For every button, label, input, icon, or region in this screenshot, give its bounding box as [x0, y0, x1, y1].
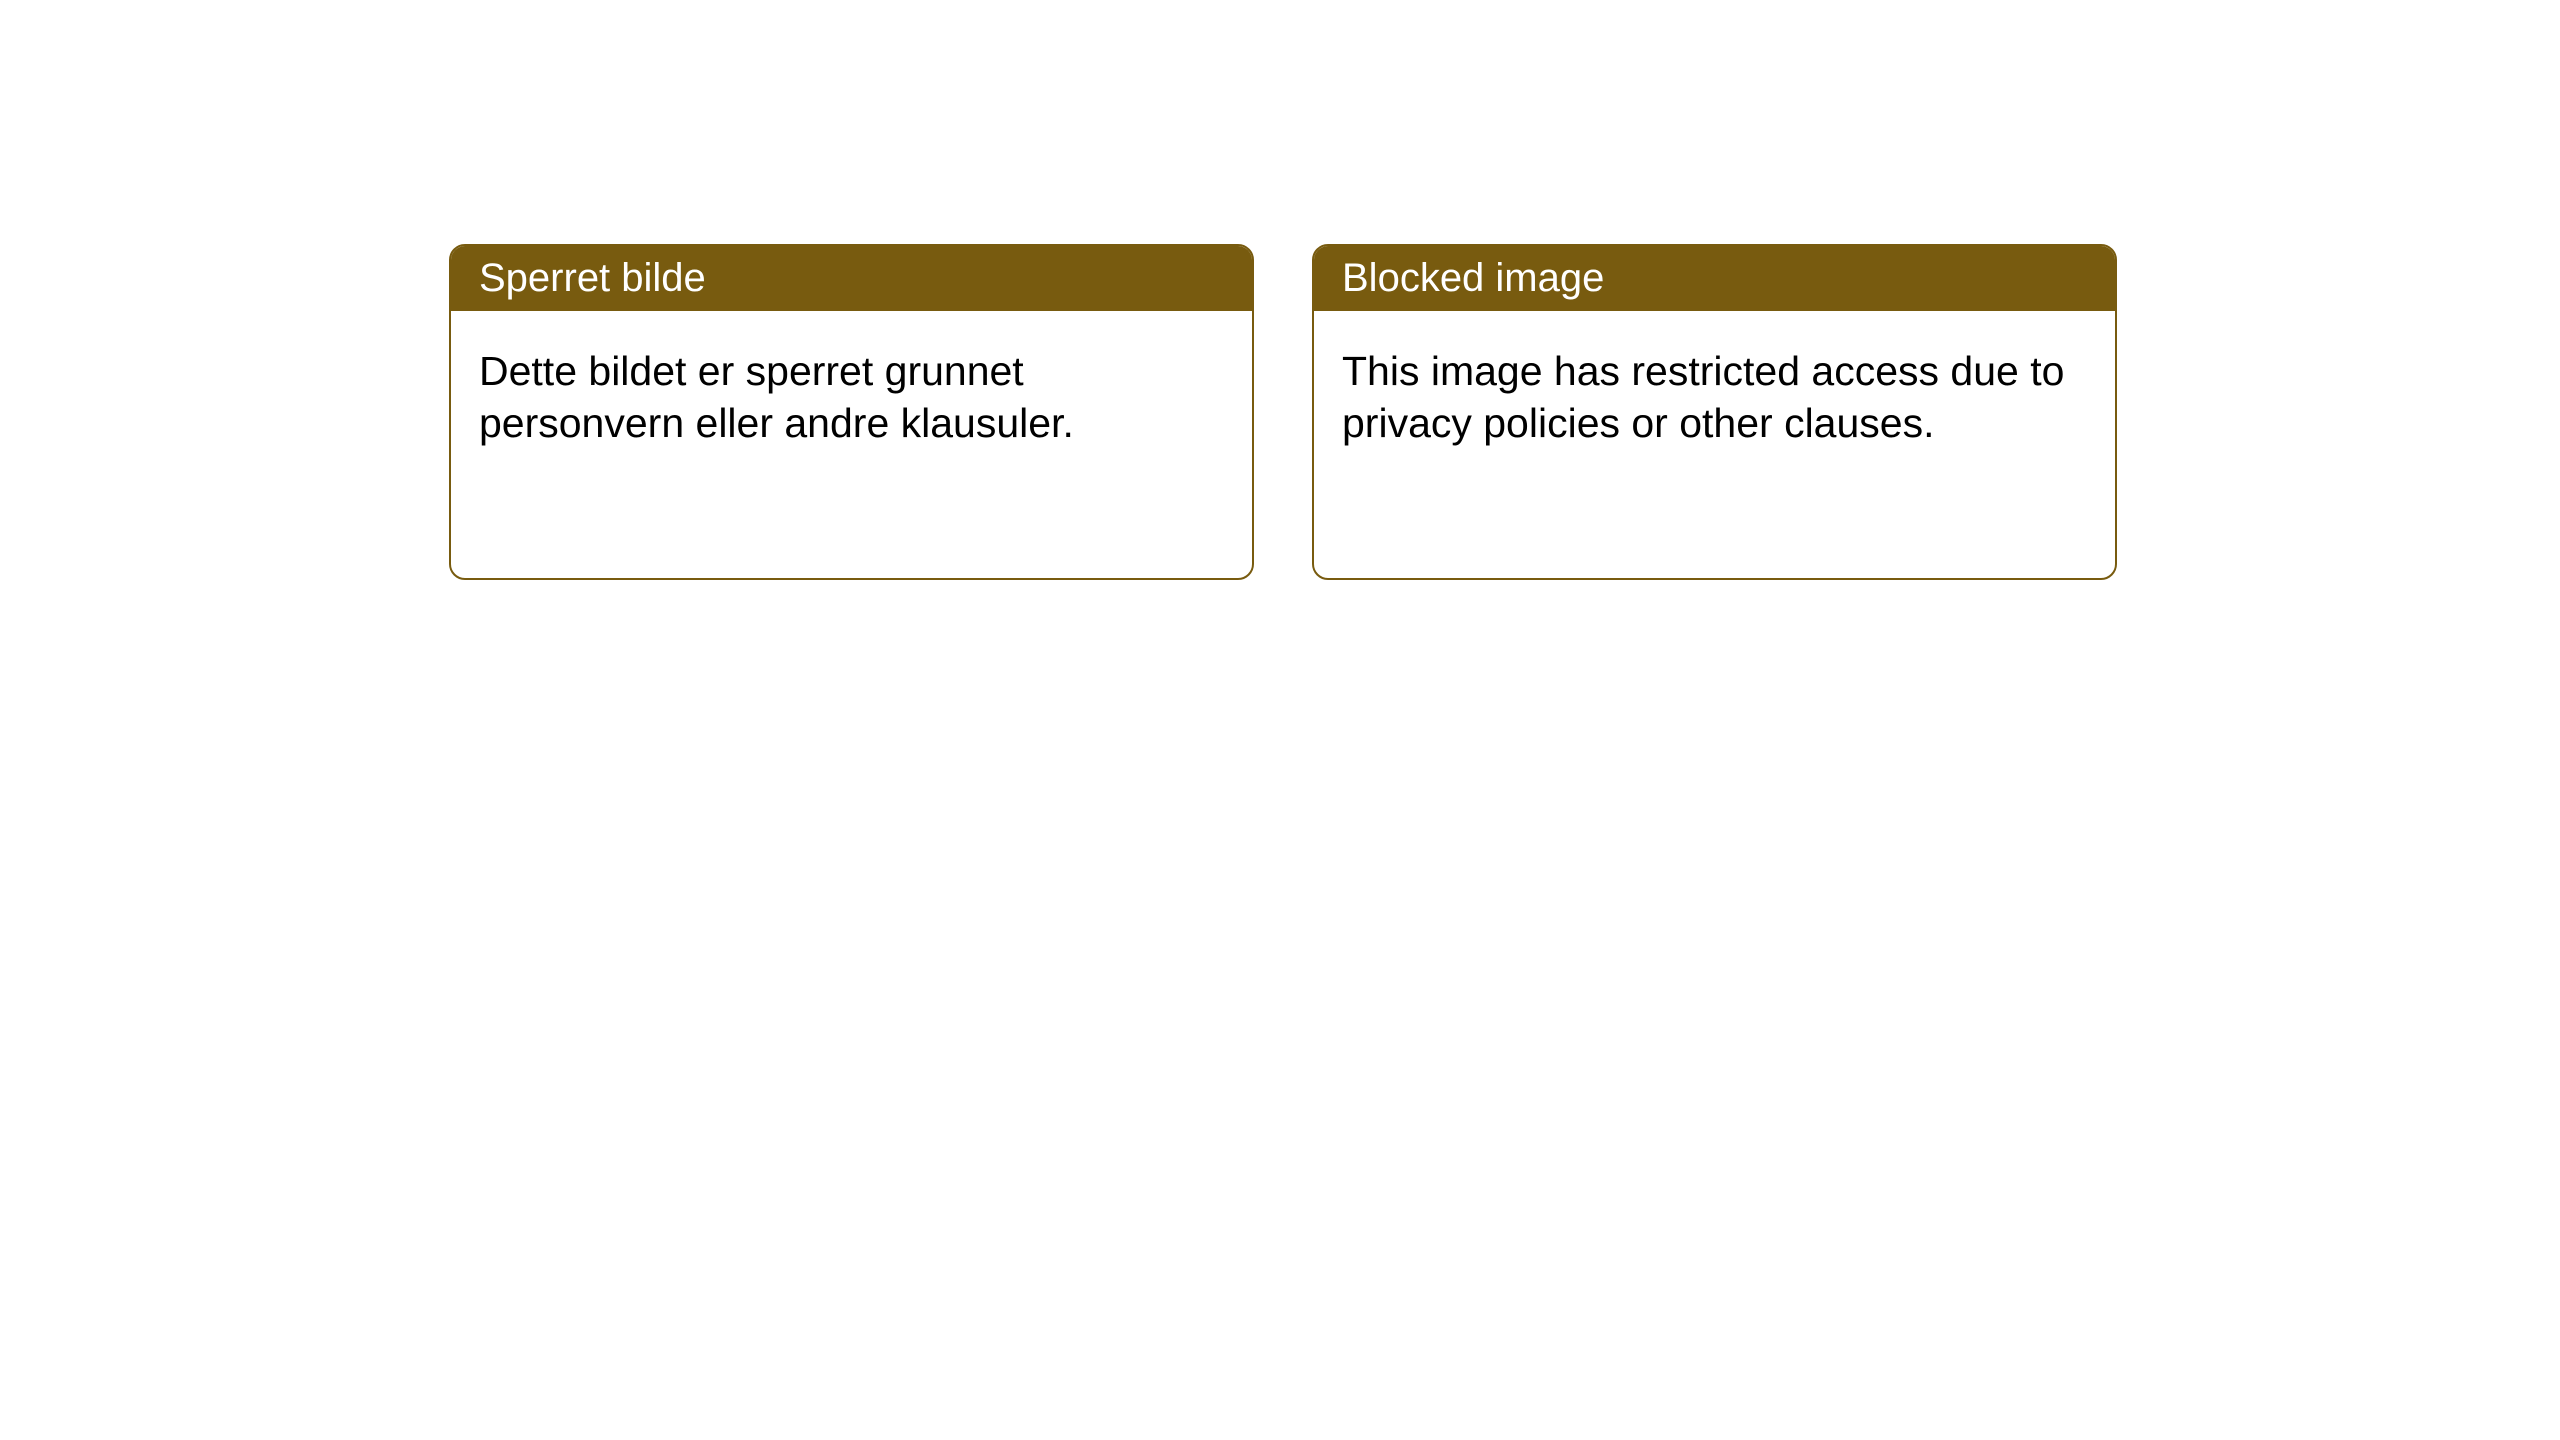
notice-card-english: Blocked image This image has restricted … — [1312, 244, 2117, 580]
card-title: Blocked image — [1342, 256, 1604, 300]
card-body: This image has restricted access due to … — [1314, 311, 2115, 484]
notice-card-norwegian: Sperret bilde Dette bildet er sperret gr… — [449, 244, 1254, 580]
card-body: Dette bildet er sperret grunnet personve… — [451, 311, 1252, 484]
card-header: Sperret bilde — [451, 246, 1252, 311]
card-body-text: This image has restricted access due to … — [1342, 348, 2064, 446]
card-title: Sperret bilde — [479, 256, 706, 300]
notice-cards-container: Sperret bilde Dette bildet er sperret gr… — [449, 244, 2117, 580]
card-body-text: Dette bildet er sperret grunnet personve… — [479, 348, 1074, 446]
card-header: Blocked image — [1314, 246, 2115, 311]
